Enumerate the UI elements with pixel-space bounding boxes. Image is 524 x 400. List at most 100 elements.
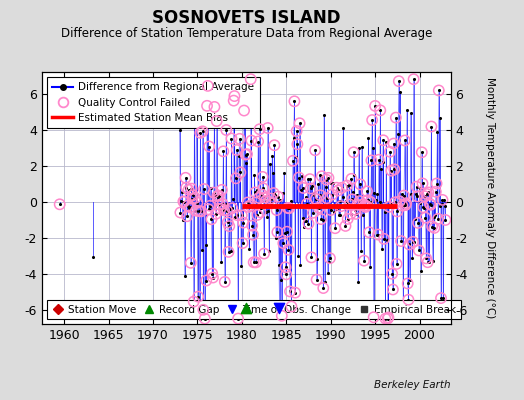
Point: [208, 216, 216, 222]
Point: [439, 295, 447, 302]
Point: [213, 193, 222, 199]
Point: [269, 190, 278, 196]
Point: [413, 193, 421, 200]
Point: [283, 205, 292, 211]
Point: [434, 216, 442, 222]
Point: [285, 205, 293, 211]
Point: [323, 195, 331, 201]
Point: [235, 136, 244, 142]
Point: [212, 118, 221, 124]
Point: [183, 213, 191, 220]
Point: [434, 87, 443, 94]
Point: [400, 192, 408, 199]
Point: [250, 172, 259, 178]
Point: [409, 239, 417, 245]
Point: [198, 247, 206, 254]
Point: [318, 173, 326, 180]
Point: [337, 203, 345, 209]
Point: [429, 258, 437, 264]
Point: [375, 156, 383, 163]
Point: [298, 215, 307, 221]
Point: [252, 259, 260, 266]
Point: [280, 169, 288, 176]
Point: [283, 205, 292, 211]
Point: [294, 174, 303, 181]
Point: [405, 241, 413, 248]
Point: [226, 206, 234, 212]
Point: [251, 189, 259, 196]
Point: [296, 262, 304, 268]
Point: [215, 202, 224, 208]
Point: [258, 174, 267, 180]
Point: [441, 217, 450, 223]
Point: [394, 131, 402, 138]
Point: [177, 198, 185, 204]
Point: [216, 206, 225, 212]
Point: [261, 198, 270, 204]
Point: [294, 174, 303, 181]
Point: [366, 199, 375, 205]
Point: [367, 157, 376, 164]
Point: [428, 223, 436, 230]
Text: SOSNOVETS ISLAND: SOSNOVETS ISLAND: [152, 9, 341, 27]
Point: [430, 225, 439, 231]
Point: [199, 306, 208, 313]
Point: [362, 203, 370, 209]
Y-axis label: Monthly Temperature Anomaly Difference (°C): Monthly Temperature Anomaly Difference (…: [485, 77, 495, 319]
Point: [253, 212, 261, 218]
Point: [233, 212, 242, 218]
Point: [310, 189, 318, 196]
Point: [422, 255, 430, 262]
Point: [181, 272, 189, 279]
Point: [227, 135, 236, 142]
Point: [412, 191, 420, 198]
Point: [192, 208, 200, 214]
Point: [293, 141, 301, 148]
Point: [299, 185, 308, 191]
Point: [269, 170, 277, 176]
Point: [346, 210, 355, 217]
Point: [182, 184, 191, 191]
Point: [360, 258, 368, 264]
Point: [231, 213, 239, 220]
Point: [427, 202, 435, 208]
Point: [294, 253, 302, 259]
Point: [242, 160, 250, 166]
Point: [326, 255, 334, 261]
Point: [348, 196, 356, 202]
Point: [401, 202, 410, 208]
Point: [351, 206, 359, 213]
Point: [249, 232, 257, 238]
Point: [389, 286, 397, 293]
Point: [346, 201, 354, 208]
Point: [253, 187, 261, 194]
Point: [229, 196, 237, 202]
Point: [366, 264, 374, 270]
Point: [219, 201, 227, 207]
Point: [377, 166, 385, 172]
Point: [314, 181, 322, 188]
Point: [350, 149, 358, 156]
Point: [435, 115, 444, 121]
Point: [196, 130, 204, 136]
Point: [189, 192, 197, 198]
Point: [324, 175, 333, 181]
Point: [346, 201, 354, 208]
Point: [381, 315, 390, 322]
Point: [246, 202, 254, 209]
Point: [409, 239, 417, 245]
Point: [238, 240, 247, 246]
Point: [249, 259, 258, 266]
Point: [385, 204, 394, 210]
Point: [194, 294, 202, 300]
Point: [429, 214, 438, 220]
Point: [266, 161, 274, 168]
Point: [237, 263, 245, 270]
Point: [389, 286, 397, 293]
Point: [288, 203, 297, 209]
Point: [418, 180, 427, 187]
Point: [234, 315, 242, 322]
Point: [208, 270, 216, 277]
Point: [306, 176, 314, 182]
Point: [392, 261, 401, 267]
